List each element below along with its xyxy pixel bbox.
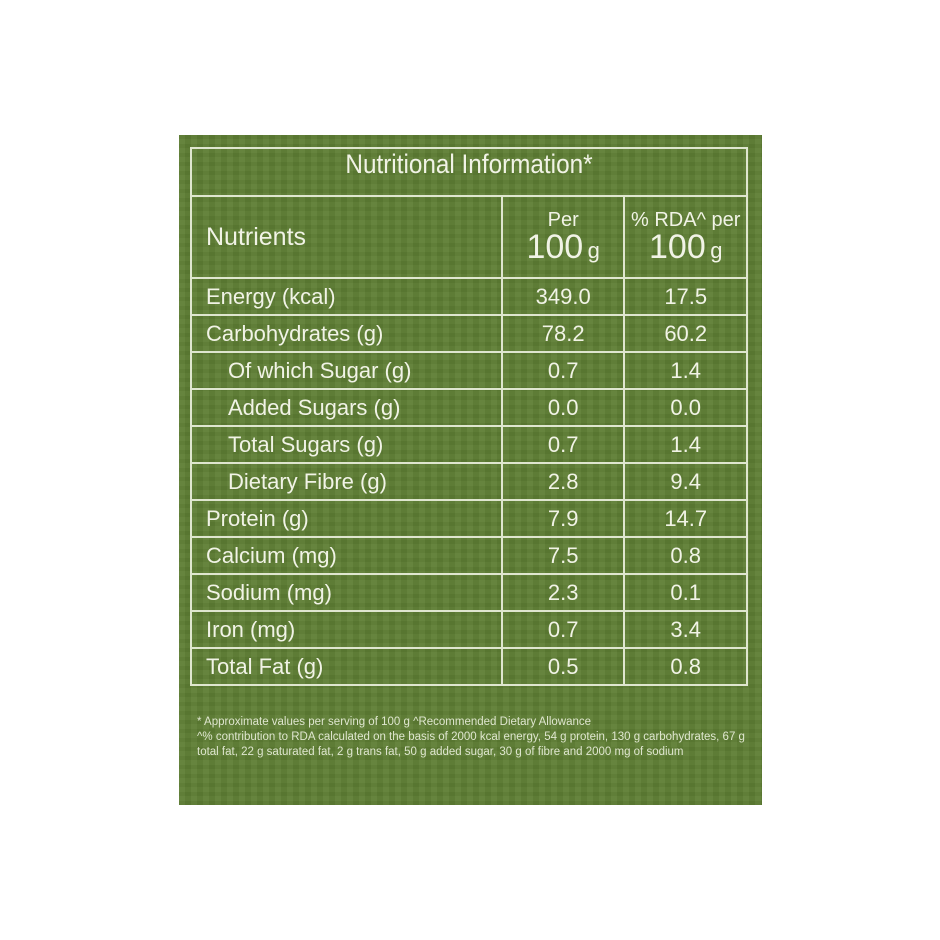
nutrient-name: Energy (kcal) bbox=[190, 277, 503, 316]
header-row: Nutrients Per 100 g % RDA^ per 100 g bbox=[190, 195, 748, 279]
amount: 100 bbox=[526, 228, 584, 266]
per-100g-value: 2.3 bbox=[500, 573, 626, 612]
nutrient-name: Dietary Fibre (g) bbox=[190, 462, 503, 501]
rda-value: 0.8 bbox=[623, 536, 748, 575]
table-row: Sodium (mg) 2.3 0.1 bbox=[190, 573, 748, 612]
nutrient-name: Of which Sugar (g) bbox=[190, 351, 503, 390]
per-100g-value: 7.9 bbox=[500, 499, 626, 538]
nutrient-name: Iron (mg) bbox=[190, 610, 503, 649]
table-row: Added Sugars (g) 0.0 0.0 bbox=[190, 388, 748, 427]
nutrient-name: Total Fat (g) bbox=[190, 647, 503, 686]
rda-value: 14.7 bbox=[623, 499, 748, 538]
nutrient-name: Protein (g) bbox=[190, 499, 503, 538]
rda-value: 17.5 bbox=[623, 277, 748, 316]
rda-value: 0.0 bbox=[623, 388, 748, 427]
rda-header: % RDA^ per 100 g bbox=[623, 195, 748, 279]
table-row: Protein (g) 7.9 14.7 bbox=[190, 499, 748, 538]
table-row: Calcium (mg) 7.5 0.8 bbox=[190, 536, 748, 575]
nutrients-header: Nutrients bbox=[190, 195, 503, 279]
rda-value: 1.4 bbox=[623, 351, 748, 390]
table-title: Nutritional Information* bbox=[190, 147, 748, 197]
per-100g-value: 78.2 bbox=[500, 314, 626, 353]
per-label: Per bbox=[547, 209, 579, 231]
unit: g bbox=[587, 238, 600, 263]
rda-value: 1.4 bbox=[623, 425, 748, 464]
per-100g-value: 0.7 bbox=[500, 610, 626, 649]
table-row: Carbohydrates (g) 78.2 60.2 bbox=[190, 314, 748, 353]
table-row: Total Sugars (g) 0.7 1.4 bbox=[190, 425, 748, 464]
per-100g-value: 0.5 bbox=[500, 647, 626, 686]
rda-value: 0.8 bbox=[623, 647, 748, 686]
rda-value: 60.2 bbox=[623, 314, 748, 353]
table-row: Total Fat (g) 0.5 0.8 bbox=[190, 647, 748, 686]
per-100g-value: 0.0 bbox=[500, 388, 626, 427]
table-row: Energy (kcal) 349.0 17.5 bbox=[190, 277, 748, 316]
per-100g-value: 0.7 bbox=[500, 351, 626, 390]
nutrition-panel: Nutritional Information* Nutrients Per 10… bbox=[179, 135, 762, 805]
rda-value: 0.1 bbox=[623, 573, 748, 612]
unit: g bbox=[710, 238, 723, 263]
amount: 100 bbox=[649, 228, 706, 266]
nutrient-name: Total Sugars (g) bbox=[190, 425, 503, 464]
footnotes: * Approximate values per serving of 100 … bbox=[197, 715, 747, 760]
table-row: Dietary Fibre (g) 2.8 9.4 bbox=[190, 462, 748, 501]
nutrient-name: Added Sugars (g) bbox=[190, 388, 503, 427]
nutrient-name: Sodium (mg) bbox=[190, 573, 503, 612]
rda-value: 9.4 bbox=[623, 462, 748, 501]
nutrient-name: Calcium (mg) bbox=[190, 536, 503, 575]
table-row: Of which Sugar (g) 0.7 1.4 bbox=[190, 351, 748, 390]
per-100g-header: Per 100 g bbox=[500, 195, 626, 279]
per-100g-value: 349.0 bbox=[500, 277, 626, 316]
footnote: ^% contribution to RDA calculated on the… bbox=[197, 731, 745, 758]
nutrient-name: Carbohydrates (g) bbox=[190, 314, 503, 353]
per-100g-value: 2.8 bbox=[500, 462, 626, 501]
title-text: Nutritional Information* bbox=[345, 149, 593, 179]
nutrition-table: Nutritional Information* Nutrients Per 10… bbox=[190, 147, 748, 686]
per-100g-value: 0.7 bbox=[500, 425, 626, 464]
rda-value: 3.4 bbox=[623, 610, 748, 649]
table-row: Iron (mg) 0.7 3.4 bbox=[190, 610, 748, 649]
per-100g-value: 7.5 bbox=[500, 536, 626, 575]
rda-label: % RDA^ per bbox=[631, 209, 741, 231]
footnote: * Approximate values per serving of 100 … bbox=[197, 716, 592, 728]
